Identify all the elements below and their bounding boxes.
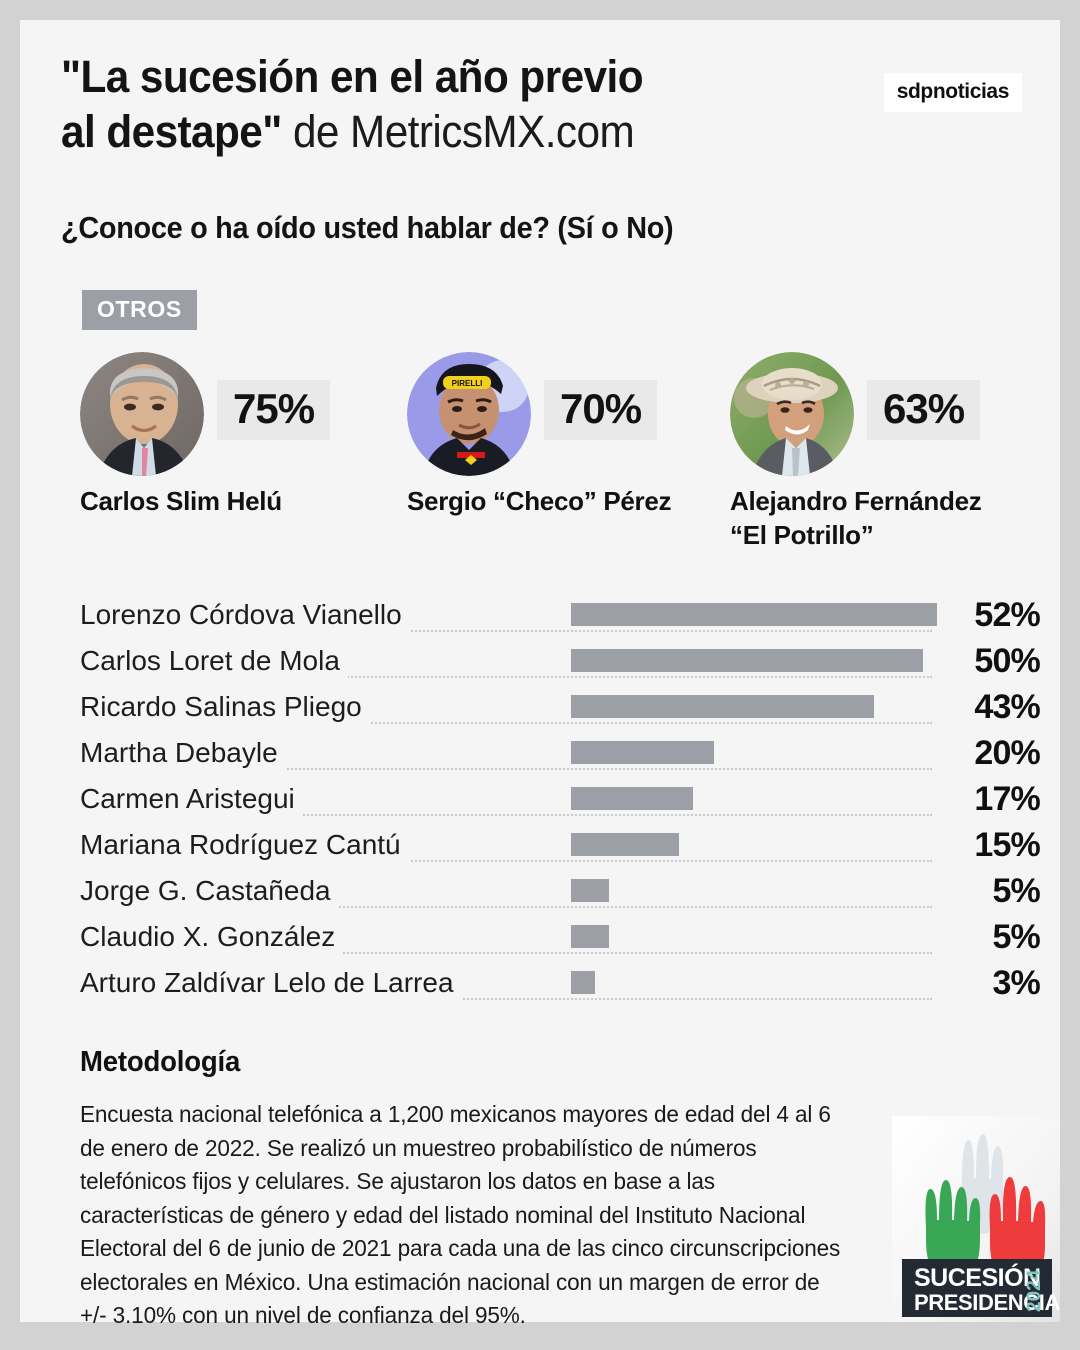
bar-row: Lorenzo Córdova Vianello 52% [80, 596, 1041, 644]
logo-line-2-text: PRESIDENCIAL [914, 1290, 1060, 1315]
bar-row-label: Carlos Loret de Mola [80, 644, 348, 678]
bar-row-value: 50% [974, 642, 1040, 680]
question-subtitle: ¿Conoce o ha oído usted hablar de? (Sí o… [61, 210, 674, 245]
title-source: de MetricsMX.com [281, 105, 635, 157]
bar-track [571, 925, 609, 948]
leader-dots [80, 630, 932, 632]
bar-row-value: 15% [974, 826, 1040, 864]
alejandro-fernandez-portrait [730, 352, 854, 476]
bar-row-value: 20% [974, 734, 1040, 772]
bar-row: Arturo Zaldívar Lelo de Larrea 3% [80, 964, 1041, 1012]
category-tag-otros: OTROS [82, 290, 197, 330]
bar-row-label: Martha Debayle [80, 736, 286, 770]
header: "La sucesión en el año previo al destape… [61, 50, 1021, 160]
featured-person-name: Carlos Slim Helú [80, 486, 282, 516]
bar-row-label: Claudio X. González [80, 920, 344, 954]
leader-dots [80, 860, 932, 862]
bar-row: Martha Debayle 20% [80, 734, 1041, 782]
leader-dots [80, 998, 932, 1000]
featured-percent-value: 75% [217, 380, 331, 440]
bar-row-label: Jorge G. Castañeda [80, 874, 339, 908]
bar-row-label: Ricardo Salinas Pliego [80, 690, 370, 724]
bar-fill [571, 971, 595, 994]
bar-row-label: Lorenzo Córdova Vianello [80, 598, 410, 632]
methodology-text: Encuesta nacional telefónica a 1,200 mex… [80, 1101, 841, 1328]
bar-track [571, 603, 937, 626]
bar-row-label: Mariana Rodríguez Cantú [80, 828, 409, 862]
bar-track [571, 649, 923, 672]
bar-row-value: 5% [992, 918, 1040, 956]
leader-dots [80, 768, 932, 770]
bar-row: Mariana Rodríguez Cantú 15% [80, 826, 1041, 874]
bar-track [571, 695, 875, 718]
infographic-card: "La sucesión en el año previo al destape… [20, 20, 1060, 1328]
bar-row-label: Carmen Aristegui [80, 782, 303, 816]
sdpnoticias-logo: sdpnoticias [883, 73, 1022, 112]
leader-dots [80, 722, 932, 724]
sucesion-presidencial-logo: SUCESIÓN PRESIDENCIAL 2024 [892, 1116, 1060, 1322]
featured-person-name: Sergio “Checo” Pérez [407, 486, 672, 516]
bar-row-value: 3% [992, 964, 1040, 1002]
featured-percent-value: 63% [867, 380, 981, 440]
title-line-2: al destape" [61, 105, 282, 157]
bar-fill [571, 787, 693, 810]
leader-dots [80, 952, 932, 954]
bar-fill [571, 833, 679, 856]
carlos-slim-portrait [80, 352, 204, 476]
ranking-bar-list: Lorenzo Córdova Vianello 52% Carlos Loret … [80, 596, 1041, 1012]
bar-track [571, 787, 693, 810]
bar-row-value: 43% [974, 688, 1040, 726]
logo-line-1-text: SUCESIÓN [914, 1262, 1041, 1292]
bar-fill [571, 741, 714, 764]
bar-fill [571, 603, 937, 626]
bar-fill [571, 925, 609, 948]
bar-row: Carlos Loret de Mola 50% [80, 642, 1041, 690]
bar-fill [571, 879, 609, 902]
bar-row: Ricardo Salinas Pliego 43% [80, 688, 1041, 736]
title-line-1: "La sucesión en el año previo [61, 51, 644, 102]
logo-year-text: 2024 [1024, 1269, 1045, 1312]
bar-row-label: Arturo Zaldívar Lelo de Larrea [80, 966, 462, 1000]
leader-dots [80, 814, 932, 816]
featured-people-row: 75% Carlos Slim Helú PIRELLI [80, 352, 1040, 552]
leader-dots [80, 906, 932, 908]
bar-row: Jorge G. Castañeda 5% [80, 872, 1041, 920]
bar-track [571, 741, 714, 764]
bar-fill [571, 649, 923, 672]
bar-track [571, 971, 595, 994]
bar-row-value: 17% [974, 780, 1040, 818]
bar-track [571, 833, 679, 856]
page-title: "La sucesión en el año previo al destape… [61, 50, 719, 160]
bar-track [571, 879, 609, 902]
bar-fill [571, 695, 875, 718]
methodology-heading: Metodología [80, 1046, 241, 1078]
leader-dots [80, 676, 932, 678]
checo-perez-portrait: PIRELLI [407, 352, 531, 476]
bar-row-value: 52% [974, 596, 1040, 634]
bar-row: Carmen Aristegui 17% [80, 780, 1041, 828]
bar-row: Claudio X. González 5% [80, 918, 1041, 966]
svg-text:PIRELLI: PIRELLI [452, 379, 483, 388]
featured-percent-value: 70% [544, 380, 658, 440]
bar-row-value: 5% [992, 872, 1040, 910]
featured-person-name: Alejandro Fernández “El Potrillo” [730, 486, 982, 550]
